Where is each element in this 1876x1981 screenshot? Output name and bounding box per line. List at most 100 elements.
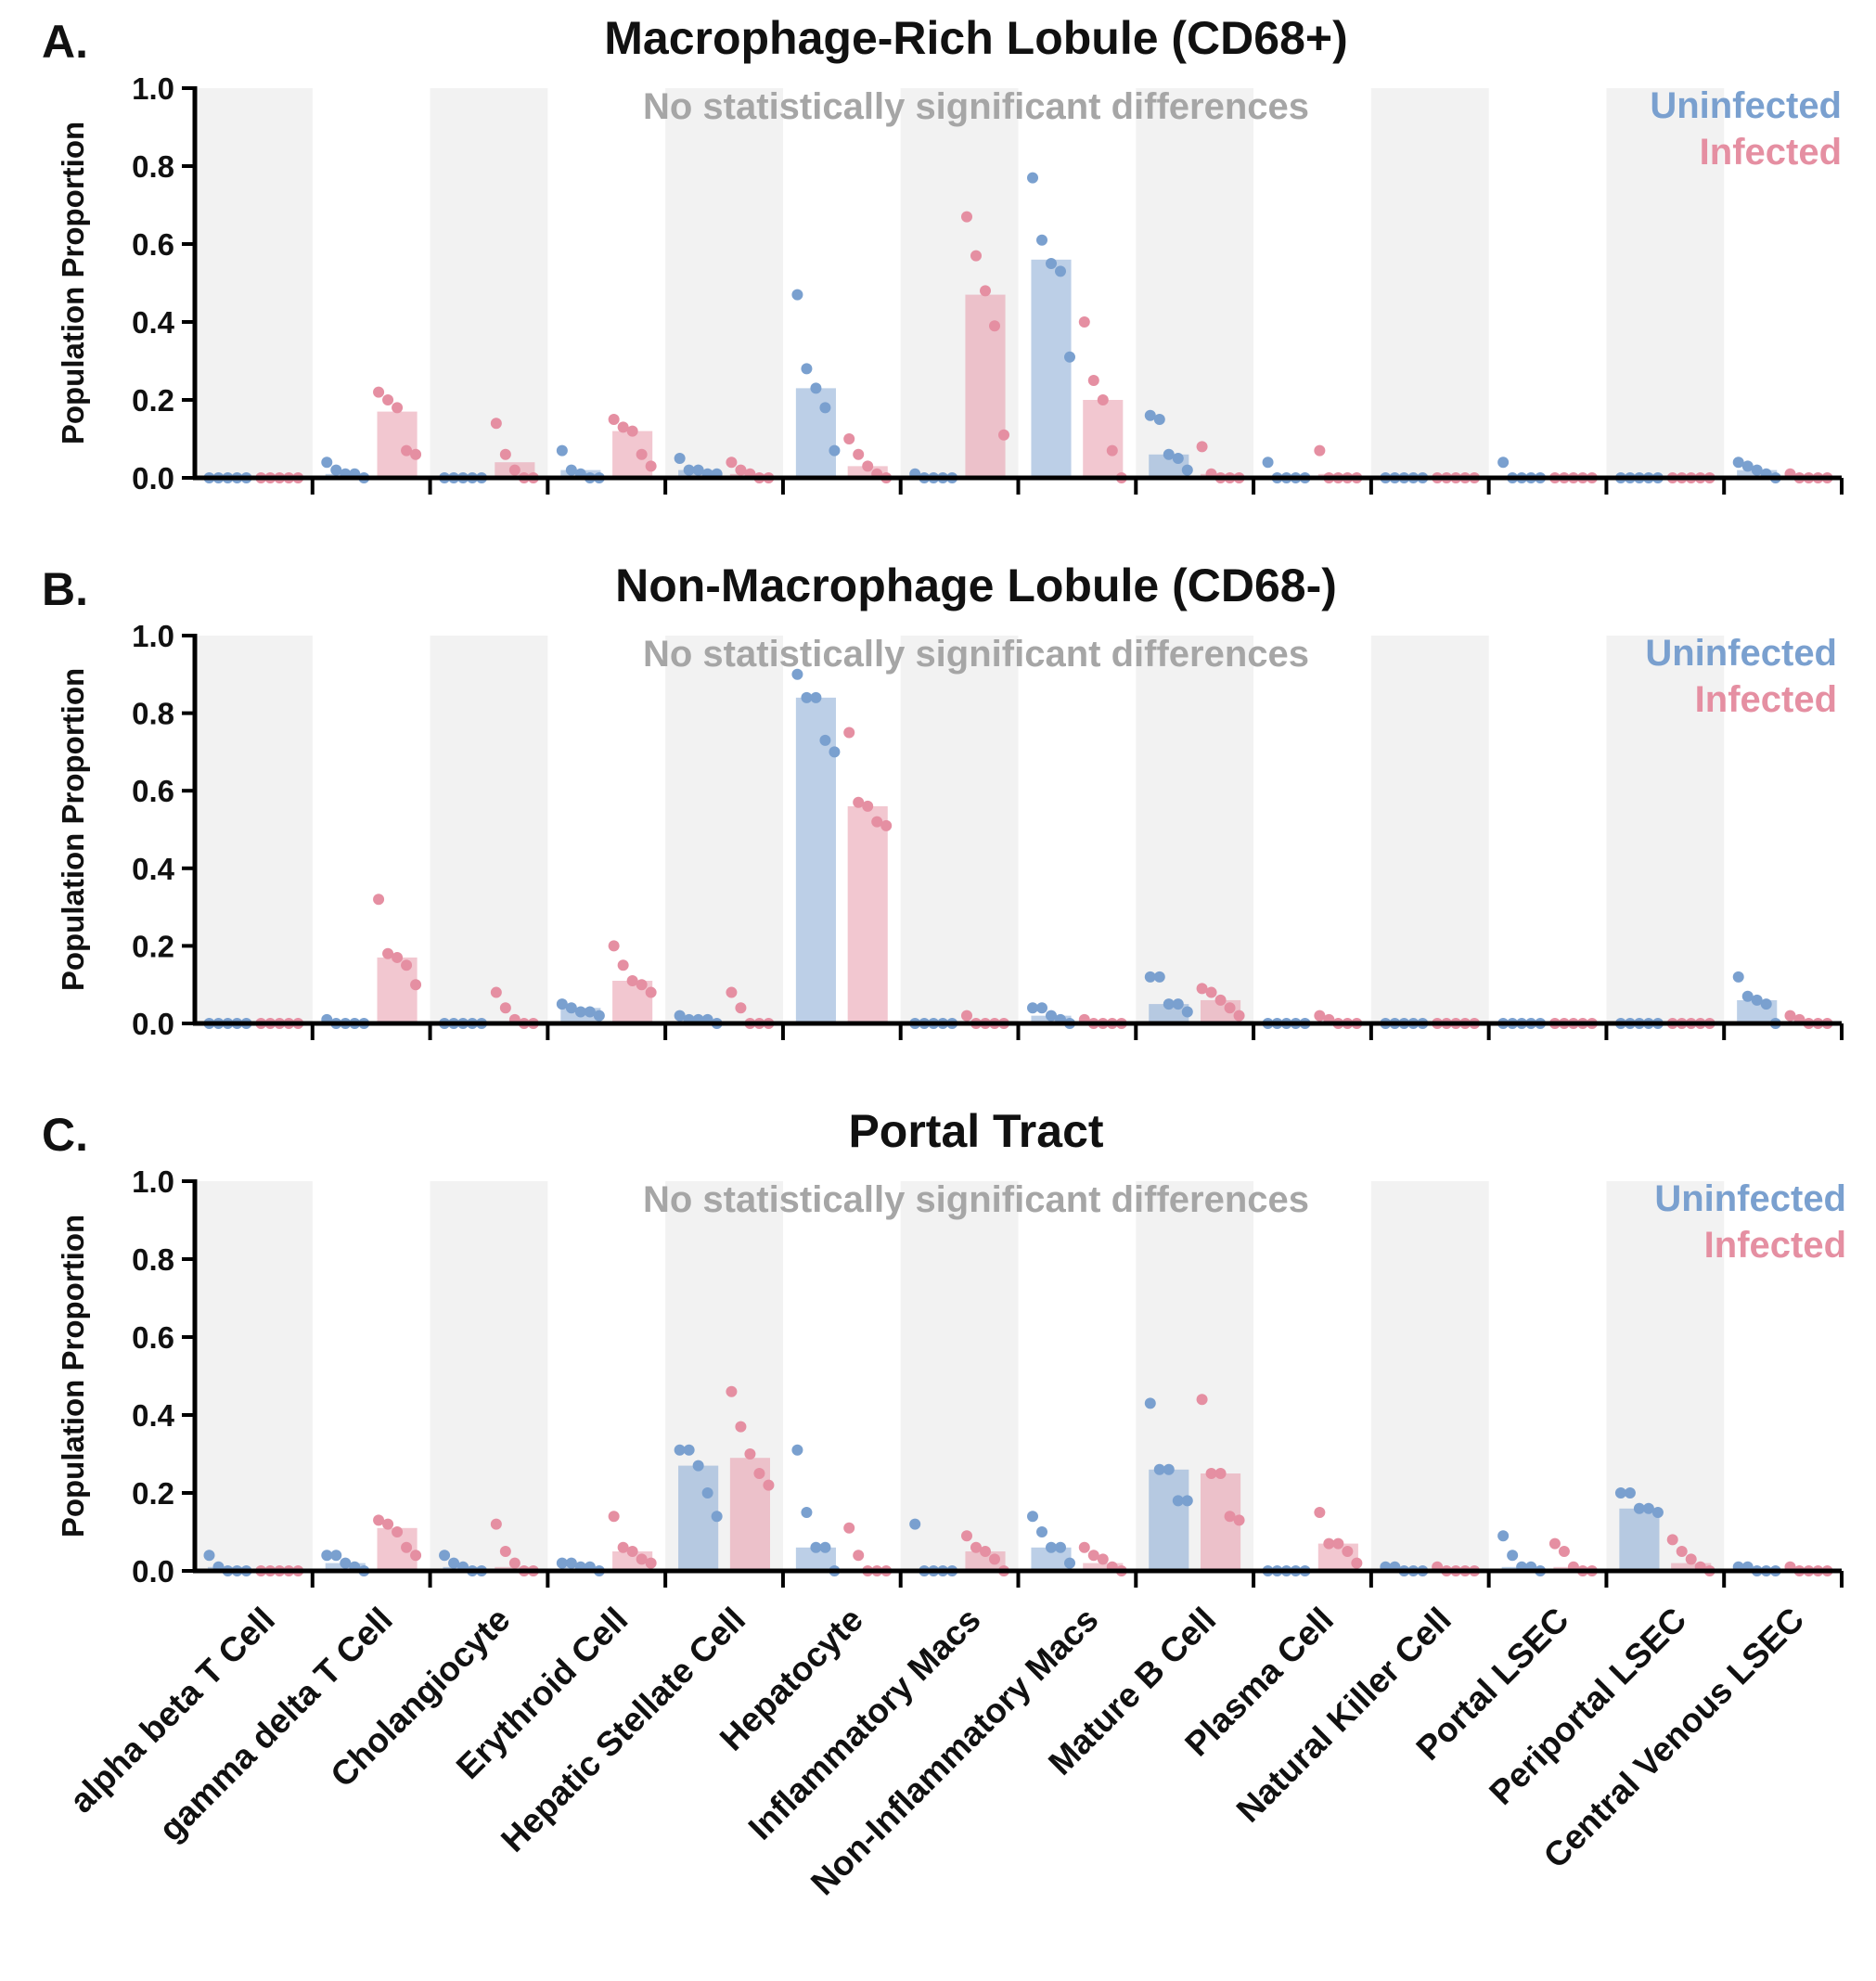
data-point-infected	[1106, 444, 1118, 457]
panel-label: C.	[42, 1109, 88, 1161]
data-point-infected	[862, 800, 874, 812]
data-point-infected	[401, 444, 413, 457]
category-band	[665, 88, 783, 478]
data-point-uninfected	[593, 1010, 605, 1022]
data-point-infected	[1205, 986, 1217, 998]
data-point-uninfected	[1046, 1541, 1057, 1553]
panel-label: A.	[42, 16, 88, 68]
category-band	[1370, 88, 1489, 478]
data-point-infected	[373, 1514, 385, 1526]
data-point-uninfected	[711, 1511, 723, 1523]
bar-infected	[1083, 400, 1124, 478]
data-point-infected	[1214, 994, 1227, 1006]
data-point-infected	[499, 1002, 511, 1014]
data-point-uninfected	[321, 1550, 333, 1562]
data-point-infected	[1676, 1546, 1688, 1557]
data-point-uninfected	[1163, 1463, 1175, 1475]
data-point-infected	[392, 402, 404, 414]
data-point-uninfected	[701, 1487, 713, 1499]
category-band	[1370, 636, 1489, 1023]
data-point-infected	[410, 448, 422, 460]
data-point-uninfected	[1497, 457, 1510, 469]
data-point-infected	[1214, 1468, 1227, 1479]
chart-panel-1: 0.0 0.2 0.4 0.6 0.8 1.0 Population Proportion A…	[42, 12, 1844, 495]
data-point-infected	[508, 464, 520, 476]
legend-infected: Infected	[1704, 1225, 1846, 1266]
data-point-infected	[1196, 983, 1208, 995]
bar-uninfected	[795, 388, 836, 478]
data-point-uninfected	[1642, 1502, 1654, 1514]
data-point-infected	[410, 1550, 422, 1562]
data-point-infected	[1087, 375, 1099, 386]
data-point-uninfected	[801, 691, 813, 703]
data-point-uninfected	[330, 464, 342, 476]
data-point-uninfected	[1163, 448, 1175, 460]
data-point-uninfected	[574, 1006, 586, 1018]
data-point-uninfected	[819, 402, 831, 414]
bar-infected	[847, 805, 888, 1023]
data-point-infected	[373, 386, 385, 398]
data-point-uninfected	[692, 1460, 704, 1472]
data-point-infected	[392, 1526, 404, 1537]
data-point-infected	[880, 819, 893, 831]
data-point-uninfected	[1036, 234, 1047, 246]
data-point-uninfected	[791, 289, 803, 301]
data-point-infected	[410, 979, 422, 991]
data-point-uninfected	[1144, 1397, 1156, 1409]
y-tick-label: 0.0	[132, 461, 174, 495]
data-point-uninfected	[203, 1550, 215, 1562]
data-point-infected	[1784, 1010, 1796, 1022]
category-band	[1606, 1181, 1725, 1571]
data-point-infected	[843, 1522, 855, 1534]
data-point-uninfected	[556, 444, 568, 457]
data-point-infected	[753, 1468, 765, 1479]
y-tick-label: 0.2	[132, 1476, 174, 1511]
category-band	[195, 88, 313, 478]
legend-uninfected: Uninfected	[1645, 633, 1837, 674]
data-point-infected	[961, 211, 972, 223]
data-point-uninfected	[340, 1557, 352, 1569]
legend-uninfected: Uninfected	[1654, 1178, 1846, 1219]
y-tick-label: 0.4	[132, 1398, 175, 1433]
data-point-infected	[645, 460, 657, 472]
data-point-infected	[1558, 1546, 1570, 1557]
legend-infected: Infected	[1695, 679, 1837, 720]
data-point-infected	[843, 727, 855, 739]
data-point-infected	[1548, 1537, 1561, 1550]
category-band	[430, 88, 548, 478]
data-point-infected	[1666, 1534, 1678, 1546]
data-point-uninfected	[1055, 265, 1066, 277]
data-point-uninfected	[829, 444, 841, 457]
data-point-infected	[617, 1541, 629, 1553]
data-point-uninfected	[1153, 414, 1165, 425]
chart-title: Macrophage-Rich Lobule (CD68+)	[604, 12, 1348, 64]
data-point-infected	[1323, 1537, 1335, 1550]
y-tick-label: 0.0	[132, 1007, 174, 1041]
bar-infected	[1671, 1563, 1712, 1571]
data-point-uninfected	[810, 382, 822, 394]
significance-note: No statistically significant differences	[643, 634, 1309, 675]
data-point-infected	[763, 1479, 775, 1491]
y-axis-label: Population Proportion	[56, 1215, 90, 1537]
data-point-infected	[1097, 394, 1109, 405]
data-point-infected	[744, 1448, 756, 1460]
legend-uninfected: Uninfected	[1650, 85, 1842, 126]
y-tick-label: 1.0	[132, 1164, 174, 1199]
data-point-uninfected	[1732, 457, 1744, 469]
data-point-infected	[608, 414, 620, 425]
data-point-infected	[735, 1002, 747, 1014]
data-point-infected	[1224, 1511, 1236, 1523]
y-tick-label: 1.0	[132, 619, 174, 653]
data-point-infected	[608, 1511, 620, 1523]
data-point-uninfected	[683, 1444, 695, 1456]
data-point-uninfected	[810, 691, 822, 703]
data-point-infected	[853, 448, 865, 460]
data-point-uninfected	[1064, 351, 1075, 363]
data-point-infected	[1196, 1394, 1208, 1406]
data-point-uninfected	[565, 464, 577, 476]
x-tick-label: alpha beta T Cell	[62, 1601, 282, 1820]
significance-note: No statistically significant differences	[643, 86, 1309, 127]
data-point-uninfected	[674, 1444, 686, 1456]
data-point-infected	[636, 979, 648, 991]
